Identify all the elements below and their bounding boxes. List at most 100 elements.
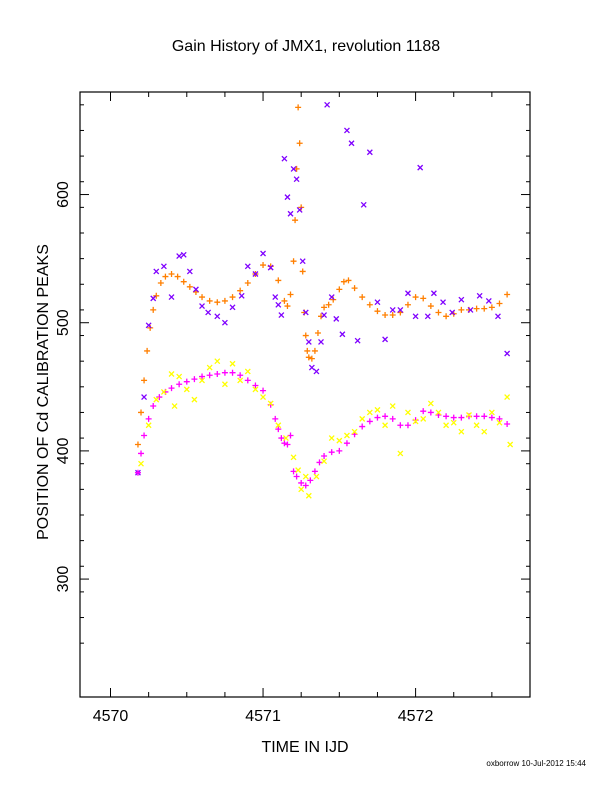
data-point <box>214 370 221 377</box>
data-point <box>237 377 244 384</box>
data-point <box>404 422 411 429</box>
data-point <box>443 413 450 420</box>
data-point <box>405 409 411 416</box>
data-point <box>298 486 305 493</box>
data-point <box>504 420 511 427</box>
data-point <box>295 467 302 474</box>
data-point <box>450 414 457 421</box>
data-point <box>160 263 167 270</box>
data-point <box>382 336 389 343</box>
data-point <box>145 415 152 422</box>
data-point <box>313 473 320 480</box>
data-point <box>206 372 213 379</box>
x-tick-label: 4572 <box>398 708 434 725</box>
data-point <box>314 329 321 336</box>
data-point <box>321 453 328 460</box>
y-tick-label: 600 <box>55 181 72 208</box>
data-point <box>389 403 396 409</box>
data-point <box>287 432 294 439</box>
data-point <box>473 413 480 420</box>
data-point <box>153 268 160 275</box>
data-point <box>199 294 206 301</box>
data-point <box>427 409 434 416</box>
data-point <box>366 409 373 416</box>
data-point <box>293 176 300 183</box>
data-point <box>504 291 511 298</box>
data-point <box>496 419 503 426</box>
data-point <box>176 381 183 388</box>
data-point <box>374 308 381 315</box>
data-point <box>214 299 221 306</box>
data-point <box>343 440 350 447</box>
data-point <box>150 295 157 302</box>
data-point <box>275 426 282 433</box>
y-tick-label: 400 <box>55 437 72 464</box>
data-point <box>458 414 465 421</box>
data-point <box>145 322 152 329</box>
data-point <box>287 210 294 217</box>
data-point <box>229 369 236 376</box>
data-point <box>293 165 300 172</box>
data-point <box>305 354 312 361</box>
data-point <box>302 482 309 489</box>
data-point <box>186 268 193 275</box>
data-point <box>214 313 221 320</box>
data-point <box>488 414 495 421</box>
data-point <box>145 422 152 429</box>
x-tick-label: 4570 <box>93 708 129 725</box>
data-point <box>284 194 291 201</box>
data-point <box>313 368 320 375</box>
data-point <box>141 394 148 401</box>
data-point <box>504 350 511 357</box>
data-point <box>199 377 205 384</box>
data-point <box>296 140 303 147</box>
data-point <box>221 319 228 326</box>
data-point <box>295 104 302 111</box>
data-point <box>244 279 251 286</box>
data-point <box>330 296 337 303</box>
data-point <box>299 268 306 275</box>
data-point <box>199 373 206 380</box>
data-point <box>397 422 404 429</box>
data-point <box>290 468 297 475</box>
data-point <box>281 440 288 447</box>
data-point <box>404 301 411 308</box>
data-point <box>221 369 228 376</box>
y-tick-label: 300 <box>55 566 72 593</box>
data-point <box>260 262 267 269</box>
data-point <box>328 294 335 301</box>
data-point <box>389 306 396 313</box>
data-point <box>354 337 361 344</box>
data-point <box>397 306 404 313</box>
data-point <box>186 283 193 290</box>
data-point <box>267 264 274 271</box>
x-axis-label: TIME IN IJD <box>261 739 349 756</box>
data-point <box>229 304 236 311</box>
data-point <box>504 394 511 401</box>
data-point <box>328 435 335 442</box>
data-point <box>336 447 343 454</box>
data-point <box>176 373 183 380</box>
data-point <box>412 294 419 301</box>
data-point <box>366 301 373 308</box>
data-point <box>340 278 347 285</box>
data-point <box>153 396 160 403</box>
data-point <box>496 415 503 422</box>
data-point <box>481 413 488 420</box>
data-point <box>336 286 343 293</box>
data-point <box>443 422 450 429</box>
data-point <box>296 206 303 213</box>
data-point <box>458 428 465 435</box>
data-point <box>311 468 318 475</box>
data-point <box>339 331 346 338</box>
data-point <box>420 295 427 302</box>
data-point <box>171 403 178 409</box>
data-point <box>290 258 297 265</box>
data-point <box>374 299 381 306</box>
data-point <box>292 217 299 224</box>
data-point <box>449 309 456 316</box>
data-point <box>180 278 187 285</box>
data-point <box>485 297 492 304</box>
y-tick-label: 500 <box>55 309 72 336</box>
data-point <box>443 313 450 320</box>
